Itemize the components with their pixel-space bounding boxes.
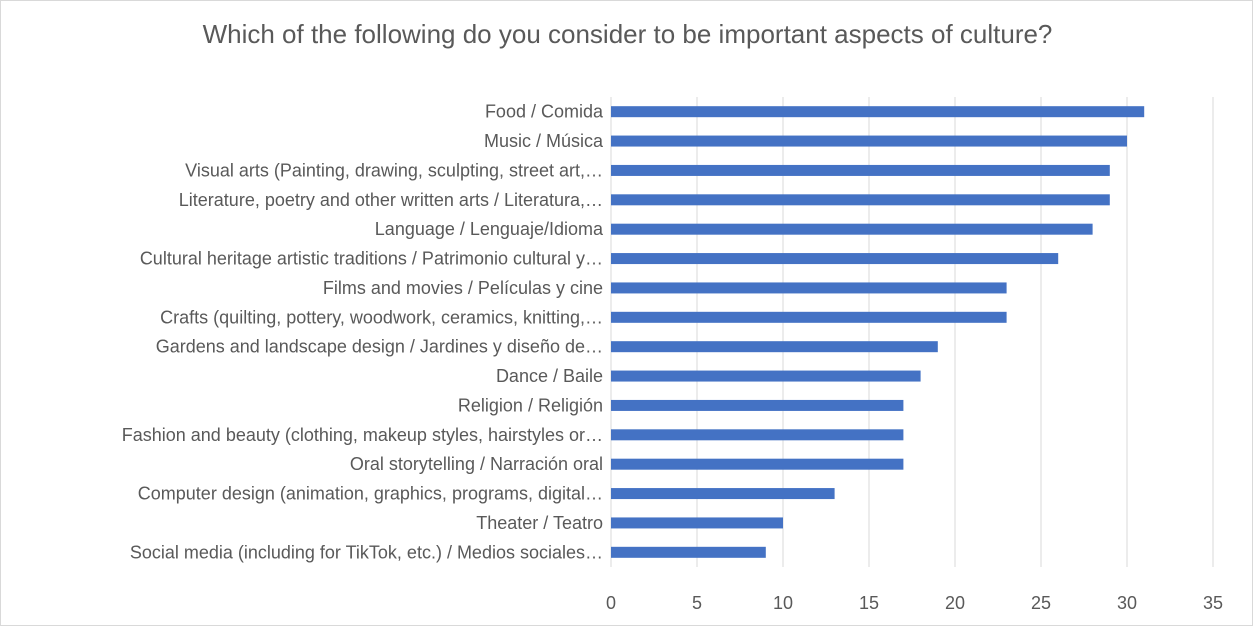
x-tick-label: 30 [1117,593,1137,613]
bar [611,282,1007,294]
x-tick-label: 5 [692,593,702,613]
category-label: Computer design (animation, graphics, pr… [138,484,603,504]
bar [611,370,921,382]
category-label: Fashion and beauty (clothing, makeup sty… [122,425,603,445]
category-labels: Food / Comida Music / Música Visual arts (… [122,102,604,563]
category-label: Oral storytelling / Narración oral [350,454,603,474]
bar [611,399,904,411]
category-label: Gardens and landscape design / Jardines … [156,337,603,357]
bar [611,106,1145,118]
x-tick-label: 35 [1203,593,1223,613]
bar [611,546,766,558]
category-label: Crafts (quilting, pottery, woodwork, cer… [160,307,603,327]
bar [611,135,1127,147]
x-axis-tick-labels: 0 5 10 15 20 25 30 35 [606,593,1223,613]
category-label: Language / Lenguaje/Idioma [375,219,604,239]
x-tick-label: 0 [606,593,616,613]
x-tick-label: 20 [945,593,965,613]
category-label: Dance / Baile [496,366,603,386]
bar [611,223,1093,235]
category-label: Religion / Religión [458,395,603,415]
category-label: Films and movies / Películas y cine [323,278,603,298]
category-label: Music / Música [484,131,604,151]
bar [611,429,904,441]
category-label: Literature, poetry and other written art… [179,190,603,210]
bar [611,488,835,500]
bar [611,311,1007,323]
bar [611,253,1059,265]
bar [611,164,1110,176]
category-label: Food / Comida [485,102,604,122]
category-label: Visual arts (Painting, drawing, sculptin… [185,160,603,180]
bar [611,341,938,353]
x-tick-label: 10 [773,593,793,613]
category-label: Theater / Teatro [476,513,603,533]
x-tick-label: 15 [859,593,879,613]
bar [611,458,904,470]
category-label: Social media (including for TikTok, etc.… [130,542,603,562]
category-label: Cultural heritage artistic traditions / … [140,249,603,269]
bar [611,517,783,529]
bars [611,106,1145,558]
chart-title: Which of the following do you consider t… [202,19,1053,49]
bar [611,194,1110,206]
x-tick-label: 25 [1031,593,1051,613]
